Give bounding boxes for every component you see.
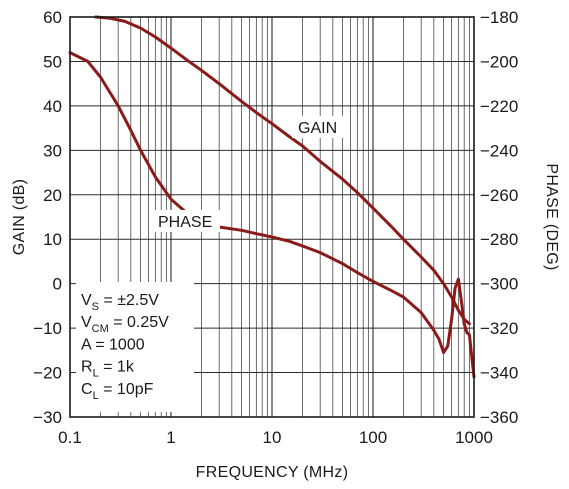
grid: [70, 17, 474, 417]
x-tick-label: 1000: [455, 428, 493, 447]
gain-curve: [94, 15, 471, 326]
condition-line: VCM = 0.25V: [81, 314, 169, 335]
y-tick-label-left: −10: [33, 319, 62, 338]
y-tick-label-left: 0: [53, 275, 62, 294]
condition-line: A = 1000: [81, 336, 145, 353]
y-axis-label-left: GAIN (dB): [11, 179, 28, 256]
y-axis-label-right: PHASE (DEG): [543, 163, 560, 270]
y-tick-label-left: −20: [33, 364, 62, 383]
phase-series-label: PHASE: [158, 214, 212, 231]
phase-curve: [68, 51, 476, 379]
y-tick-label-left: 60: [43, 8, 62, 27]
x-tick-label: 10: [263, 428, 282, 447]
x-axis-label: FREQUENCY (MHz): [196, 464, 349, 481]
y-tick-label-right: −240: [480, 141, 518, 160]
x-tick-label: 100: [359, 428, 387, 447]
condition-line: CL = 10pF: [81, 381, 154, 402]
y-tick-label-left: 50: [43, 52, 62, 71]
condition-line: RL = 1k: [81, 359, 135, 380]
y-tick-label-right: −220: [480, 97, 518, 116]
x-tick-label: 1: [166, 428, 175, 447]
y-tick-label-left: −30: [33, 408, 62, 427]
condition-line: VS = ±2.5V: [81, 292, 159, 313]
x-tick-label: 0.1: [58, 428, 82, 447]
tick-labels: 0.1 1 10 100 10006050403020100−10−20−30−180−…: [33, 8, 518, 447]
data-curves: [68, 15, 476, 379]
y-tick-label-right: −260: [480, 186, 518, 205]
gain-label-background: [292, 116, 348, 138]
y-tick-label-right: −320: [480, 319, 518, 338]
gain-series-label: GAIN: [298, 120, 337, 137]
y-tick-label-right: −300: [480, 275, 518, 294]
y-tick-label-left: 10: [43, 230, 62, 249]
annotation-box: [76, 282, 194, 412]
y-tick-label-right: −360: [480, 408, 518, 427]
y-tick-label-right: −200: [480, 52, 518, 71]
phase-label-background: [152, 210, 220, 232]
y-tick-label-right: −280: [480, 230, 518, 249]
y-tick-label-left: 40: [43, 97, 62, 116]
plot-frame: [69, 16, 475, 418]
y-tick-label-right: −180: [480, 8, 518, 27]
y-tick-label-left: 30: [43, 141, 62, 160]
y-tick-label-left: 20: [43, 186, 62, 205]
y-tick-label-right: −340: [480, 364, 518, 383]
